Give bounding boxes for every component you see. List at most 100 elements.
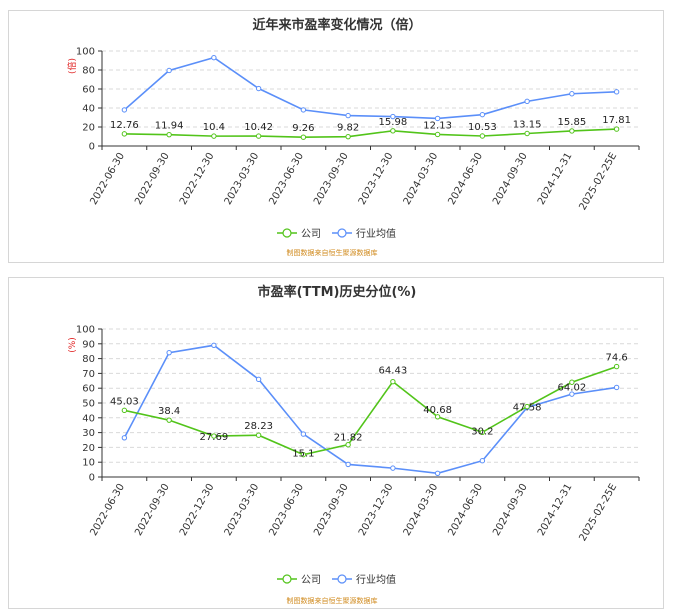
legend-label-company: 公司	[301, 575, 321, 586]
data-label: 17.81	[602, 115, 631, 126]
x-tick-label: 2024-09-30	[491, 482, 530, 538]
y-tick-label: 70	[82, 369, 95, 380]
data-label: 15.1	[292, 449, 314, 460]
data-point-company	[300, 134, 307, 140]
x-tick-label: 2024-12-31	[536, 482, 575, 538]
x-tick-label: 2024-06-30	[446, 482, 485, 538]
data-point-company	[166, 417, 172, 423]
data-point-company	[255, 432, 262, 438]
data-point-industry-average	[345, 112, 351, 119]
data-point-company	[524, 130, 530, 137]
x-tick-label: 2023-09-30	[312, 482, 351, 538]
data-label: 15.85	[558, 117, 587, 128]
data-label: 21.82	[334, 433, 363, 444]
data-point-company	[569, 379, 575, 385]
y-tick-label: 0	[89, 473, 95, 484]
series-line-company	[124, 128, 617, 139]
y-tick-label: 40	[82, 413, 95, 424]
data-point-industry-average	[255, 376, 262, 383]
x-tick-label: 2022-06-30	[88, 151, 127, 207]
y-tick-label: 100	[76, 47, 95, 58]
legend-marker-industry-average	[337, 228, 347, 238]
x-tick-label: 2024-03-30	[402, 151, 441, 207]
x-tick-label: 2024-03-30	[402, 482, 441, 538]
series-line-industry-average	[123, 56, 617, 120]
x-tick-label: 2022-06-30	[88, 482, 127, 538]
data-label: 10.4	[203, 122, 225, 133]
data-label: 30.2	[471, 426, 493, 437]
y-tick-label: 10	[82, 458, 95, 469]
data-point-industry-average	[479, 458, 486, 464]
data-point-company	[300, 451, 307, 458]
y-tick-label: 80	[82, 66, 95, 77]
chart-title: 近年来市盈率变化情况（倍）	[252, 17, 421, 33]
data-label: 38.4	[158, 406, 180, 417]
y-tick-label: 80	[82, 354, 95, 365]
data-label: 28.23	[244, 421, 273, 432]
x-tick-label: 2022-09-30	[133, 151, 172, 207]
data-label: 10.53	[468, 122, 497, 133]
y-tick-label: 0	[89, 142, 95, 153]
data-label: 40.68	[423, 405, 452, 416]
data-point-industry-average	[569, 391, 575, 397]
x-tick-label: 2023-03-30	[223, 482, 262, 538]
data-point-industry-average	[613, 384, 620, 391]
data-label: 15.98	[379, 117, 408, 128]
data-point-company	[613, 363, 620, 370]
y-unit-label: (%)	[68, 337, 78, 353]
data-point-industry-average	[434, 470, 441, 477]
data-label: 47.58	[513, 403, 542, 414]
data-point-industry-average	[524, 98, 530, 105]
data-point-industry-average	[390, 113, 396, 120]
series-line-company	[124, 365, 617, 456]
data-label: 13.15	[513, 120, 542, 131]
y-tick-label: 60	[82, 85, 95, 96]
y-tick-label: 90	[82, 339, 95, 350]
data-label: 27.69	[200, 432, 229, 443]
x-tick-label: 2022-09-30	[133, 482, 172, 538]
data-point-company	[434, 131, 441, 138]
data-point-industry-average	[479, 111, 486, 118]
legend-label-industry-average: 行业均值	[356, 227, 396, 240]
source-note: 制图数据来自恒生聚源数据库	[287, 248, 378, 257]
data-label: 45.03	[110, 396, 139, 407]
data-label: 12.13	[423, 120, 452, 131]
legend-marker-company	[282, 228, 292, 238]
data-label: 64.43	[379, 366, 408, 377]
data-point-industry-average	[300, 431, 307, 437]
data-point-company	[390, 128, 396, 134]
data-label: 9.82	[337, 123, 359, 134]
data-point-company	[569, 128, 575, 134]
x-tick-label: 2023-09-30	[312, 151, 351, 207]
data-label: 11.94	[155, 121, 184, 132]
data-point-company	[613, 126, 620, 132]
data-point-company	[479, 429, 486, 436]
data-point-industry-average	[166, 349, 172, 356]
legend-marker-company	[282, 574, 292, 584]
data-point-industry-average	[569, 91, 575, 97]
data-point-industry-average	[255, 85, 262, 92]
x-tick-label: 2022-12-30	[178, 482, 217, 538]
x-tick-label: 2023-12-30	[357, 151, 396, 207]
data-point-industry-average	[121, 435, 128, 441]
data-point-company	[524, 403, 530, 410]
data-point-company	[434, 414, 441, 420]
y-tick-label: 30	[82, 428, 95, 439]
data-point-company	[345, 442, 351, 448]
data-point-industry-average	[211, 54, 217, 61]
x-tick-label: 2024-06-30	[446, 151, 485, 207]
data-label: 64.02	[558, 382, 587, 393]
y-tick-label: 60	[82, 384, 95, 395]
data-label: 74.6	[605, 353, 627, 364]
y-tick-label: 20	[82, 123, 95, 134]
x-tick-label: 2023-03-30	[223, 151, 262, 207]
data-label: 12.76	[110, 120, 139, 131]
data-point-industry-average	[166, 67, 172, 74]
pe-ratio-chart-panel: 近年来市盈率变化情况（倍） 0 20 40 60 80 100 (倍) 2022-06-30 20…	[8, 10, 664, 263]
data-point-company	[390, 378, 396, 385]
data-point-industry-average	[300, 107, 307, 113]
chart-title: 市盈率(TTM)历史分位(%)	[258, 284, 417, 300]
data-point-company	[121, 407, 128, 414]
data-point-industry-average	[434, 115, 441, 122]
x-tick-label: 2023-06-30	[267, 151, 306, 207]
